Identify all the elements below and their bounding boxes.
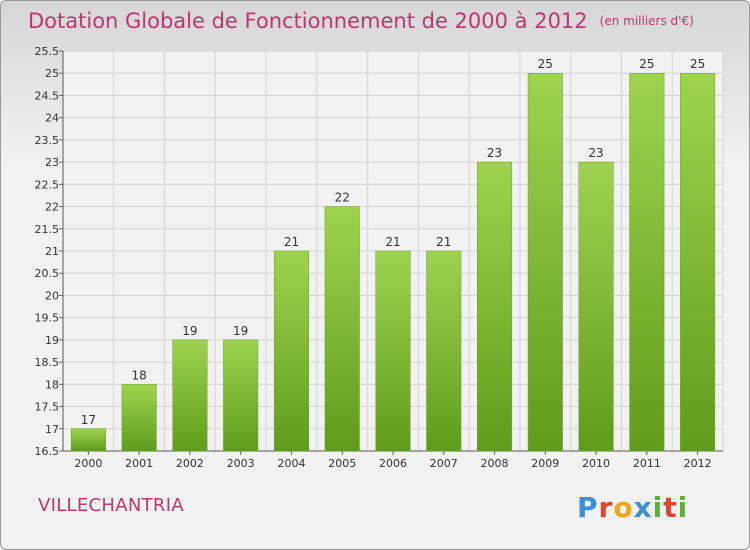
data-label: 25	[538, 57, 553, 71]
chart-subtitle: (en milliers d'€)	[599, 14, 694, 28]
data-label: 25	[639, 57, 654, 71]
bar-2000	[70, 428, 106, 452]
bar-2001	[121, 384, 157, 452]
y-tick-label: 18	[45, 378, 59, 391]
bar-2002	[172, 339, 208, 452]
data-label: 21	[436, 235, 451, 249]
y-tick-label: 23	[45, 156, 59, 169]
y-tick-label: 22.5	[35, 178, 60, 191]
logo-letter: i	[652, 491, 664, 524]
y-tick-label: 25.5	[35, 45, 60, 58]
data-label: 19	[233, 324, 248, 338]
proxiti-logo: Proxiti	[577, 491, 688, 524]
bar-2007	[426, 250, 462, 452]
x-tick-label: 2007	[430, 457, 458, 470]
x-tick-label: 2011	[633, 457, 661, 470]
data-label: 25	[690, 57, 705, 71]
logo-letter: i	[677, 491, 689, 524]
chart-title-text: Dotation Globale de Fonctionnement de 20…	[28, 9, 588, 33]
y-tick-label: 16.5	[35, 445, 60, 458]
y-tick-label: 24.5	[35, 89, 60, 102]
bar-2004	[273, 250, 309, 452]
chart-title: Dotation Globale de Fonctionnement de 20…	[28, 9, 694, 33]
data-label: 21	[385, 235, 400, 249]
y-tick-label: 19.5	[35, 312, 60, 325]
logo-letter: P	[577, 491, 599, 524]
y-tick-label: 24	[45, 112, 59, 125]
data-label: 23	[588, 146, 603, 160]
bar-2009	[527, 72, 563, 452]
y-tick-label: 21	[45, 245, 59, 258]
data-label: 22	[335, 191, 350, 205]
commune-name: VILLECHANTRIA	[38, 495, 184, 516]
x-tick-label: 2012	[684, 457, 712, 470]
bar-2012	[680, 72, 716, 452]
y-tick-label: 22	[45, 201, 59, 214]
y-tick-label: 25	[45, 67, 59, 80]
x-tick-label: 2006	[379, 457, 407, 470]
bar-2005	[324, 206, 360, 452]
y-tick-label: 23.5	[35, 134, 60, 147]
data-label: 17	[81, 413, 96, 427]
logo-letter: r	[598, 491, 614, 524]
x-tick-label: 2005	[328, 457, 356, 470]
data-label: 21	[284, 235, 299, 249]
x-tick-label: 2008	[481, 457, 509, 470]
y-tick-label: 17	[45, 423, 59, 436]
y-tick-label: 20.5	[35, 267, 60, 280]
x-tick-label: 2009	[531, 457, 559, 470]
x-tick-label: 2003	[227, 457, 255, 470]
x-tick-label: 2002	[176, 457, 204, 470]
y-tick-label: 20	[45, 289, 59, 302]
y-tick-label: 18.5	[35, 356, 60, 369]
data-label: 18	[132, 368, 147, 382]
bar-2008	[477, 161, 513, 452]
x-tick-label: 2010	[582, 457, 610, 470]
x-tick-label: 2004	[277, 457, 305, 470]
bar-2003	[223, 339, 259, 452]
y-tick-label: 17.5	[35, 401, 60, 414]
y-tick-label: 19	[45, 334, 59, 347]
x-tick-label: 2000	[74, 457, 102, 470]
bar-2006	[375, 250, 411, 452]
data-label: 19	[182, 324, 197, 338]
logo-letter: x	[633, 491, 653, 524]
data-label: 23	[487, 146, 502, 160]
bar-2010	[578, 161, 614, 452]
y-tick-label: 21.5	[35, 223, 60, 236]
bar-2011	[629, 72, 665, 452]
x-tick-label: 2001	[125, 457, 153, 470]
logo-letter: o	[613, 491, 634, 524]
logo-letter: t	[663, 491, 678, 524]
